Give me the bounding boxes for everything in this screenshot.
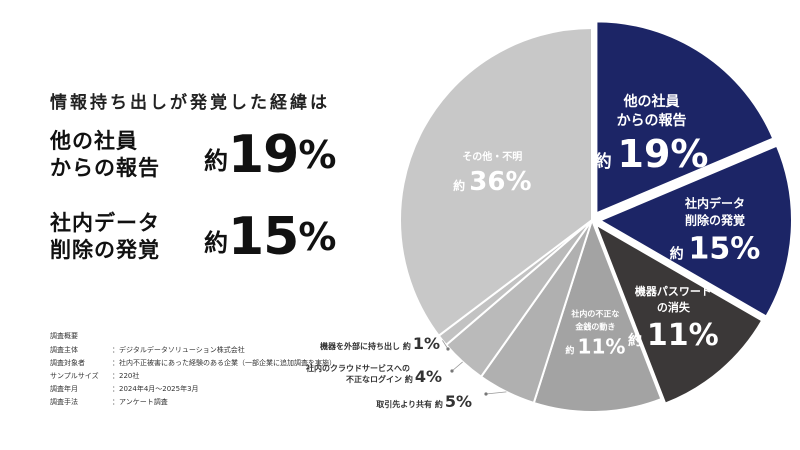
slice-label-line: の消失 [657,300,691,314]
survey-value: ：220社 [112,372,140,380]
survey-value: ：社内不正被害にあった経験のある企業（一部企業に追加調査を実施） [112,359,336,367]
slice-label-line: 機器パスワード [635,284,712,298]
slice-label: 機器を外部に持ち出し 約 1% [320,334,440,353]
pie-slice [597,144,793,318]
slice-label-line: 社内の不正な [570,308,619,318]
survey-key: サンプルサイズ [50,372,99,380]
pie-slice [399,26,593,338]
survey-overview: 調査概要 調査主体 ：デジタルデータソリューション株式会社 調査対象者 ：社内不正被… [50,330,336,409]
slice-value: 約 11% [628,318,719,353]
highlight-value: 15 [228,207,299,267]
slice-label-line: からの報告 [617,112,687,129]
slice-value: 約 19% [595,132,709,176]
leader-dot [446,347,450,351]
slice-label-line: 社内のクラウドサービスへの [305,363,410,373]
highlight-data-deletion-found: 社内データ 削除の発覚 約 15 % [50,210,336,264]
highlight-label: 他の社員 からの報告 [50,128,200,182]
highlight-other-employee-report: 他の社員 からの報告 約 19 % [50,128,336,182]
survey-value: ：アンケート調査 [112,398,168,406]
survey-row: サンプルサイズ ：220社 [50,370,336,383]
survey-key: 調査手法 [50,398,78,406]
slice-value: 約 15% [670,232,761,267]
slice-label-text: 取引先より共有 約 5% [376,392,472,411]
survey-row: 調査手法 ：アンケート調査 [50,396,336,409]
headline: 情報持ち出しが発覚した経緯は [50,93,330,113]
leader-line [442,340,449,350]
pie-slice [595,20,775,215]
highlight-label-line: 削除の発覚 [50,238,160,262]
slice-label-line: 削除の発覚 [685,213,745,228]
slice-value: 約 36% [453,167,531,197]
slice-label-line: 他の社員 [623,93,680,110]
survey-row: 調査対象者 ：社内不正被害にあった経験のある企業（一部企業に追加調査を実施） [50,357,336,370]
highlight-prefix: 約 [204,229,228,257]
survey-key: 調査対象者 [50,359,85,367]
pie-slice [593,222,764,405]
leader-line [485,391,507,395]
highlight-value: 19 [228,125,299,185]
pie-slice [532,216,663,413]
highlight-prefix: 約 [204,147,228,175]
leader-line [451,361,463,372]
highlight-label-line: 他の社員 [50,129,138,153]
slice-value: 約 11% [565,334,625,358]
leader-dot [450,369,454,373]
survey-key: 調査主体 [50,346,78,354]
survey-value: ：2024年4月〜2025年3月 [112,385,199,393]
highlight-unit: % [298,133,337,177]
slice-label-text: 不正なログイン 約 4% [346,367,442,386]
survey-title: 調査概要 [50,332,78,340]
slice-label-text: 機器を外部に持ち出し 約 1% [320,334,440,353]
slice-label: 取引先より共有 約 5% [376,392,472,411]
highlight-label: 社内データ 削除の発覚 [50,210,200,264]
highlight-label-line: からの報告 [50,156,160,180]
slice-label-line: その他・不明 [462,150,522,163]
highlight-unit: % [298,215,337,259]
survey-key: 調査年月 [50,385,78,393]
highlight-label-line: 社内データ [50,211,160,235]
survey-row: 調査年月 ：2024年4月〜2025年3月 [50,383,336,396]
slice-label-line: 金銭の動き [574,321,615,331]
survey-row: 調査主体 ：デジタルデータソリューション株式会社 [50,344,336,357]
leader-dot [484,392,488,396]
slice-label: その他・不明約 36% [453,150,531,197]
slice-label-line: 社内データ [684,196,745,211]
survey-value: ：デジタルデータソリューション株式会社 [112,346,245,354]
